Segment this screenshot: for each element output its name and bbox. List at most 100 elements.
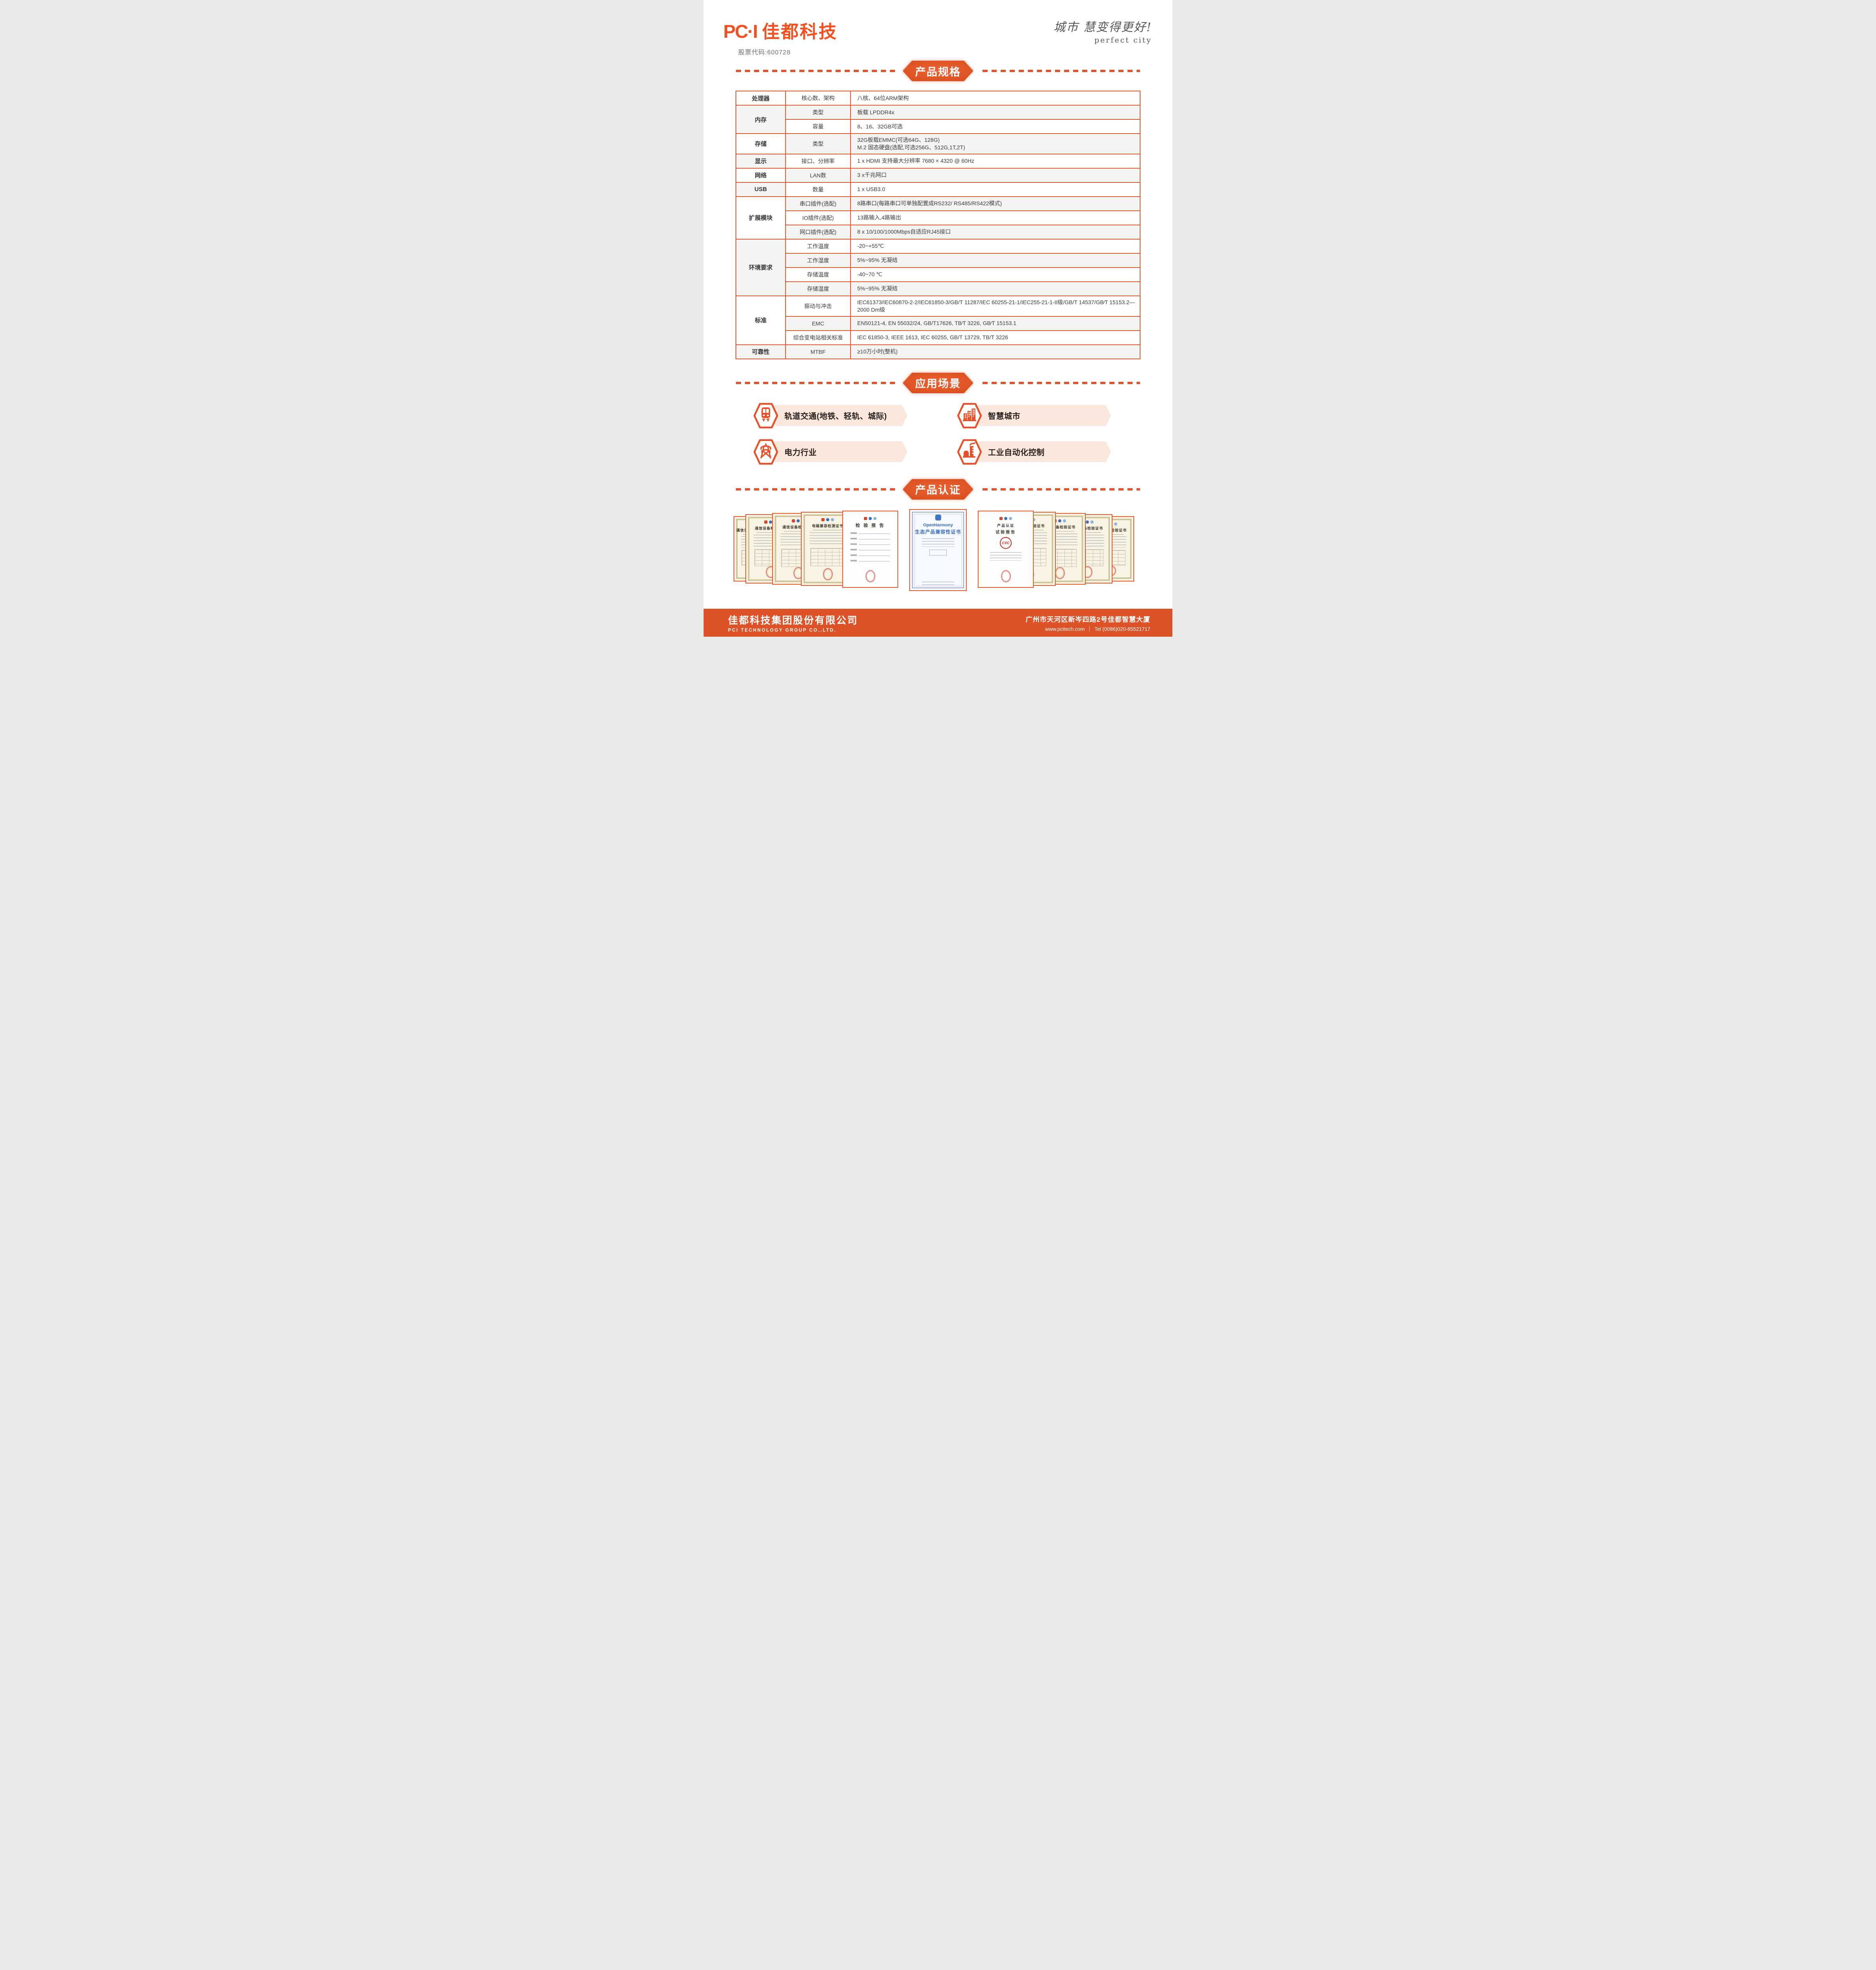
spec-row: 扩展模块 串口插件(选配) 8路串口(每路串口可单独配置成RS232/ RS485/… [736, 196, 1140, 240]
certificate-detail [858, 554, 890, 556]
application-band: 智慧城市 [969, 405, 1111, 426]
spec-item-name: 串口插件(选配) [785, 196, 851, 211]
spec-item-value: 5%~95% 无凝结 [850, 281, 1140, 296]
spec-item-value: ≥10万小时(整机) [850, 344, 1140, 359]
blue-emblem-icon [769, 520, 772, 524]
red-emblem-icon [864, 517, 867, 520]
certificate-title: 通信设备检验证书 [754, 526, 786, 530]
dashed-line [979, 381, 1140, 384]
certificate-form-field [850, 532, 890, 534]
certificate-form-field [850, 554, 890, 556]
certificate-rule [1045, 531, 1074, 532]
certificate-form-field [850, 548, 890, 550]
blue-emblem-icon [1086, 520, 1089, 524]
spec-row: 存储温度 -40~70 ℃ [736, 267, 1140, 282]
red-emblem-icon [821, 518, 825, 521]
spec-table: 处理器 核心数、架构 八核、64位ARM架构 内存 类型 板载 LPDDR4x 容量 8、16… [736, 91, 1140, 359]
section-title-apps: 应用场景 [915, 378, 961, 390]
spec-item-value: 8、16、32GB可选 [850, 119, 1140, 134]
spec-item-name: 数量 [785, 182, 851, 197]
certificate-table [810, 548, 845, 566]
application-item: 智慧城市 [957, 403, 1111, 429]
spec-item-value: 8路串口(每路串口可单独配置成RS232/ RS485/RS422模式) [850, 196, 1140, 211]
application-label: 电力行业 [784, 448, 817, 457]
buildings-icon [957, 403, 982, 429]
spec-item-name: 存储温度 [785, 267, 851, 282]
blue-emblem-icon [1090, 520, 1094, 524]
spec-row: 综合变电站相关标准 IEC 61850-3, IEEE 1613, IEC 602… [736, 330, 1140, 345]
spec-group-label: USB [736, 182, 786, 197]
certificate-card: 检 验 报 告 [842, 510, 898, 588]
section-banner-row-spec: 产品规格 [736, 61, 1140, 81]
stock-code: 股票代码:600728 [738, 49, 791, 56]
certificate-subtitle: 产品认证 [997, 523, 1014, 528]
blue-emblem-icon [1032, 518, 1035, 521]
red-seal-stamp [865, 570, 875, 582]
section-banner-row-certs: 产品认证 [736, 479, 1140, 500]
pci-logo-cn: 佳都科技 [762, 22, 838, 42]
footer-company-cn: 佳都科技集团股份有限公司 [728, 615, 858, 626]
spec-row: USB 数量 1 x USB3.0 [736, 182, 1140, 197]
certificate-detail [858, 548, 890, 550]
spec-item-name: 类型 [785, 133, 851, 154]
certificate-body: 产品认证 试验报告 CVC [983, 515, 1028, 583]
spec-item-value: EN50121-4, EN 55032/24, GB/T17626, TB∕T … [850, 316, 1140, 331]
spec-group-label: 扩展模块 [736, 196, 786, 240]
footer-company: 佳都科技集团股份有限公司 PCI TECHNOLOGY GROUP CO.,LT… [728, 613, 858, 633]
spec-item-name: EMC [785, 316, 851, 331]
spec-row: 容量 8、16、32GB可选 [736, 119, 1140, 134]
brand-slogan: 城市 慧变得更好! perfect city [1053, 17, 1152, 45]
certificate-frame [912, 511, 964, 588]
certificate-title: 通信设备检验证书 [1071, 526, 1103, 530]
footer-address: 广州市天河区新岑四路2号佳都智慧大厦 [1025, 615, 1150, 623]
certificate-title: 试验报告 [996, 530, 1016, 535]
footer-contact: 广州市天河区新岑四路2号佳都智慧大厦 www.pcitech.com Tel (… [1026, 614, 1150, 632]
section-title-certs: 产品认证 [915, 484, 961, 496]
spec-item-name: 网口插件(选配) [785, 224, 851, 240]
certificate-title: 通信设备检验证书 [1044, 525, 1075, 529]
spec-group-label: 内存 [736, 105, 786, 134]
slogan-chinese: 城市 慧变得更好! [1053, 20, 1152, 34]
application-item: 电力行业 [753, 439, 907, 465]
spec-item-value: IEC 61850-3, IEEE 1613, IEC 60255, GB/T … [850, 330, 1140, 345]
section-banner-applications: 应用场景 [903, 372, 973, 393]
blue-emblem-icon [1058, 519, 1061, 522]
certificate-card: 产品认证 试验报告 CVC [978, 510, 1034, 588]
certificate-form-field [850, 543, 890, 545]
certificate-text-lines [921, 581, 955, 586]
spec-row: 存储 类型 32G板载EMMC(可选64G、128G) M.2 固态硬盘(选配,可选… [736, 133, 1140, 154]
pci-logo-mark: PC·I [723, 21, 758, 42]
spec-item-value: IEC61373/IEC60870-2-2/IEC61850-3/GB/T 11… [850, 295, 1140, 317]
spec-item-name: 工作温度 [785, 238, 851, 254]
spec-row: 可靠性 MTBF ≥10万小时(整机) [736, 344, 1140, 359]
spec-item-name: 工作湿度 [785, 253, 851, 268]
certificate-logos [821, 518, 834, 521]
spec-item-name: 核心数、架构 [785, 91, 851, 106]
spec-group-label: 环境要求 [736, 238, 786, 296]
certificate-logos [864, 517, 877, 520]
company-logo: PC·I 佳都科技 [723, 17, 1153, 43]
certificate-body: OpenHarmony 生态产品兼容性证书 [915, 514, 961, 586]
spec-item-name: 存储湿度 [785, 281, 851, 296]
certificate-detail [850, 543, 857, 545]
blue-emblem-icon [869, 517, 872, 520]
spec-group-label: 显示 [736, 153, 786, 169]
certificate-title: 电磁兼容检测证书 [812, 524, 843, 528]
application-band: 工业自动化控制 [969, 441, 1111, 462]
spec-item-name: MTBF [785, 344, 851, 359]
blue-emblem-icon [797, 519, 800, 522]
certificate-title: 检 验 报 告 [855, 523, 885, 528]
certificate-detail [858, 537, 890, 539]
spec-item-value: 1 x USB3.0 [850, 182, 1140, 197]
section-title-spec: 产品规格 [915, 66, 961, 78]
red-seal-stamp [823, 568, 833, 580]
blue-emblem-icon [873, 517, 877, 520]
spec-item-name: 容量 [785, 119, 851, 134]
section-banner-row-apps: 应用场景 [736, 372, 1140, 393]
certificate-form-field [850, 559, 890, 561]
spec-row: EMC EN50121-4, EN 55032/24, GB/T17626, TB… [736, 316, 1140, 331]
certificate-body: 检 验 报 告 [848, 515, 893, 583]
certificate-detail [850, 537, 857, 539]
section-banner-product-specs: 产品规格 [903, 61, 973, 81]
slogan-english: perfect city [1094, 36, 1152, 45]
